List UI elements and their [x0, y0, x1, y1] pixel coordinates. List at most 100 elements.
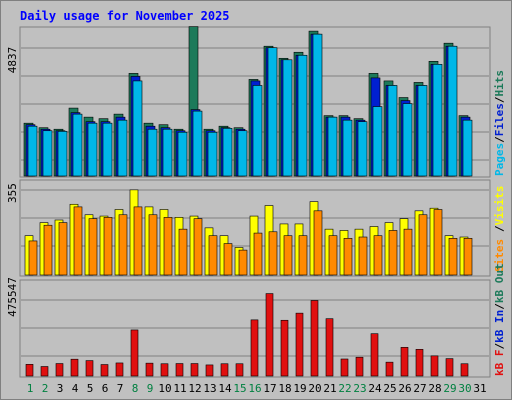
bar-hits-day-4 [72, 113, 83, 177]
x-tick-label: 25 [383, 382, 396, 395]
bar-sites-day-19 [298, 235, 308, 276]
bar-kb-day-23 [355, 356, 364, 377]
x-tick-label: 30 [458, 382, 471, 395]
bar-sites-day-3 [58, 222, 68, 276]
bar-kb-day-5 [85, 360, 94, 377]
x-tick-label: 12 [188, 382, 201, 395]
x-tick-label: 14 [218, 382, 232, 395]
legend-mid: Sites [493, 239, 506, 272]
bar-sites-day-11 [178, 228, 188, 276]
x-tick-label: 23 [353, 382, 366, 395]
bar-kb-day-16 [250, 319, 259, 377]
x-tick-label: 27 [413, 382, 426, 395]
bar-kb-day-10 [160, 363, 169, 377]
bar-kb-day-17 [265, 293, 274, 377]
bar-hits-day-19 [297, 54, 308, 177]
bar-hits-day-21 [327, 116, 338, 177]
bar-hits-day-30 [462, 119, 473, 177]
bar-hits-day-7 [117, 119, 128, 177]
bar-kb-day-2 [40, 366, 49, 377]
x-tick-label: 17 [263, 382, 276, 395]
bar-kb-day-4 [70, 358, 79, 377]
bar-sites-day-8 [133, 206, 143, 276]
bar-kb-day-12 [190, 363, 199, 377]
x-tick-label: 13 [203, 382, 216, 395]
bar-hits-day-1 [27, 125, 38, 177]
legend-sep: / [493, 96, 506, 103]
bar-sites-day-1 [28, 240, 38, 276]
bar-sites-day-28 [433, 209, 443, 276]
bar-kb-day-27 [415, 349, 424, 377]
legend-kbf: kB F [493, 350, 506, 377]
bar-hits-day-26 [402, 103, 413, 177]
x-tick-label: 28 [428, 382, 441, 395]
x-tick-label: 31 [473, 382, 486, 395]
bar-sites-day-26 [403, 228, 413, 276]
bar-kb-day-7 [115, 362, 124, 377]
chart-title: Daily usage for November 2025 [20, 9, 230, 23]
bar-hits-day-15 [237, 130, 248, 177]
bar-sites-day-7 [118, 214, 128, 276]
bar-sites-day-16 [253, 232, 263, 276]
legend-sep: / [493, 225, 506, 232]
x-tick-label: 19 [293, 382, 306, 395]
bar-sites-day-4 [73, 206, 83, 276]
bar-sites-day-5 [88, 218, 98, 276]
x-tick-label: 3 [57, 382, 64, 395]
legend-top: Pages/Files/Hits [493, 70, 506, 176]
legend-files: Files [493, 103, 506, 136]
x-tick-label: 16 [248, 382, 261, 395]
top-max-label: 4837 [6, 47, 19, 74]
legend-mid-2: /Visits [493, 186, 506, 232]
bar-kb-day-15 [235, 363, 244, 377]
bar-hits-day-25 [387, 85, 398, 177]
bar-kb-day-22 [340, 358, 349, 377]
legend-bot: kB F/kB In/kB Out [493, 263, 506, 376]
bar-sites-day-14 [223, 243, 233, 276]
bar-sites-day-6 [103, 217, 113, 276]
bar-hits-day-23 [357, 121, 368, 177]
bar-kb-day-1 [25, 364, 34, 377]
bar-sites-day-22 [343, 238, 353, 276]
bar-hits-day-27 [417, 85, 428, 177]
x-tick-label: 21 [323, 382, 336, 395]
x-tick-label: 20 [308, 382, 321, 395]
x-tick-label: 6 [102, 382, 109, 395]
bar-hits-day-22 [342, 119, 353, 177]
bar-sites-day-25 [388, 230, 398, 276]
bar-kb-day-29 [445, 358, 454, 377]
bar-sites-day-10 [163, 217, 173, 276]
bar-hits-day-9 [147, 128, 158, 177]
bar-sites-day-30 [463, 238, 473, 276]
bar-hits-day-12 [192, 110, 203, 177]
x-tick-label: 24 [368, 382, 382, 395]
legend-sep: / [493, 303, 506, 310]
bar-kb-day-8 [130, 329, 139, 377]
bar-kb-day-13 [205, 364, 214, 377]
x-tick-label: 4 [72, 382, 79, 395]
bar-hits-day-5 [87, 122, 98, 177]
bar-kb-day-26 [400, 347, 409, 377]
x-tick-label: 2 [42, 382, 49, 395]
bar-kb-day-25 [385, 361, 394, 377]
bar-hits-day-29 [447, 45, 458, 177]
legend-sep: / [493, 136, 506, 143]
bar-hits-day-17 [267, 47, 278, 177]
bar-kb-day-30 [460, 363, 469, 377]
bar-sites-day-2 [43, 224, 53, 276]
bar-hits-day-6 [102, 122, 113, 177]
bar-kb-day-11 [175, 363, 184, 377]
bar-hits-day-28 [432, 64, 443, 177]
x-tick-label: 8 [132, 382, 139, 395]
x-tick-label: 1 [27, 382, 34, 395]
bar-kb-day-19 [295, 312, 304, 377]
bar-hits-day-3 [57, 131, 68, 177]
bar-hits-day-14 [222, 128, 233, 177]
bar-kb-day-6 [100, 364, 109, 377]
bar-kb-day-21 [325, 318, 334, 377]
x-tick-label: 10 [158, 382, 171, 395]
x-tick-label: 11 [173, 382, 186, 395]
bar-sites-day-17 [268, 231, 278, 276]
legend-kbout: kB Out [493, 263, 506, 303]
